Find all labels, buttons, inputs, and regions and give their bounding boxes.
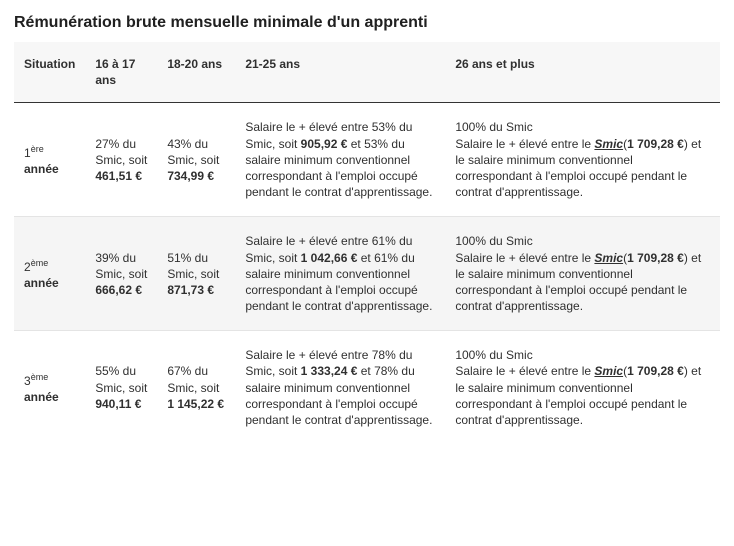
year-word: année xyxy=(24,390,59,404)
cell-situation: 3ème année xyxy=(14,331,85,444)
table-row: 1ère année27% du Smic, soit 461,51 €43% … xyxy=(14,103,720,217)
cell-situation: 1ère année xyxy=(14,103,85,217)
smic-link[interactable]: Smic xyxy=(594,251,623,265)
smic-link[interactable]: Smic xyxy=(594,137,623,151)
year-word: année xyxy=(24,162,59,176)
smic-link[interactable]: Smic xyxy=(594,364,623,378)
ordinal-suffix: ème xyxy=(31,372,49,382)
table-body: 1ère année27% du Smic, soit 461,51 €43% … xyxy=(14,103,720,444)
cell-1820: 67% du Smic, soit 1 145,22 € xyxy=(157,331,235,444)
cell-situation: 2ème année xyxy=(14,217,85,331)
cell-1617: 27% du Smic, soit 461,51 € xyxy=(85,103,157,217)
year-number: 1 xyxy=(24,146,31,160)
table-row: 3ème année55% du Smic, soit 940,11 €67% … xyxy=(14,331,720,444)
remuneration-table: Situation 16 à 17 ans 18-20 ans 21-25 an… xyxy=(14,42,720,444)
cell-1820: 43% du Smic, soit 734,99 € xyxy=(157,103,235,217)
table-header-row: Situation 16 à 17 ans 18-20 ans 21-25 an… xyxy=(14,42,720,103)
cell-2125: Salaire le + élevé entre 78% du Smic, so… xyxy=(235,331,445,444)
col-header-26plus: 26 ans et plus xyxy=(445,42,720,103)
cell-1617: 55% du Smic, soit 940,11 € xyxy=(85,331,157,444)
col-header-1617: 16 à 17 ans xyxy=(85,42,157,103)
year-number: 3 xyxy=(24,374,31,388)
cell-2125: Salaire le + élevé entre 53% du Smic, so… xyxy=(235,103,445,217)
ordinal-suffix: ème xyxy=(31,258,49,268)
year-word: année xyxy=(24,276,59,290)
cell-2125: Salaire le + élevé entre 61% du Smic, so… xyxy=(235,217,445,331)
cell-1617: 39% du Smic, soit 666,62 € xyxy=(85,217,157,331)
cell-26plus: 100% du SmicSalaire le + élevé entre le … xyxy=(445,331,720,444)
cell-1820: 51% du Smic, soit 871,73 € xyxy=(157,217,235,331)
year-number: 2 xyxy=(24,260,31,274)
table-row: 2ème année39% du Smic, soit 666,62 €51% … xyxy=(14,217,720,331)
col-header-1820: 18-20 ans xyxy=(157,42,235,103)
col-header-situation: Situation xyxy=(14,42,85,103)
cell-26plus: 100% du SmicSalaire le + élevé entre le … xyxy=(445,217,720,331)
cell-26plus: 100% du SmicSalaire le + élevé entre le … xyxy=(445,103,720,217)
ordinal-suffix: ère xyxy=(31,144,44,154)
col-header-2125: 21-25 ans xyxy=(235,42,445,103)
page-title: Rémunération brute mensuelle minimale d'… xyxy=(14,14,720,32)
